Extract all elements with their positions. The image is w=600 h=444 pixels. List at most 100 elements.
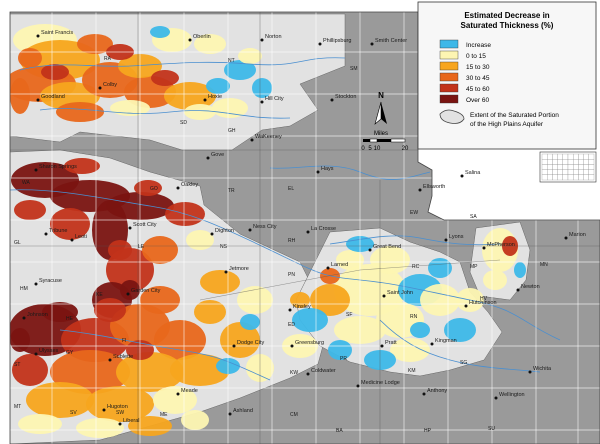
county-code: TR xyxy=(228,188,235,194)
city-dot xyxy=(22,316,26,320)
thickness-patch xyxy=(240,314,260,330)
city-dot xyxy=(380,344,384,348)
thickness-patch xyxy=(220,322,260,358)
county-code: KM xyxy=(408,368,416,374)
city-dot xyxy=(260,38,264,42)
scale-tick-label: 0 xyxy=(361,146,365,152)
thickness-patch xyxy=(428,258,452,278)
city-dot xyxy=(203,98,207,102)
city-label: Meade xyxy=(181,388,198,394)
city-dot xyxy=(288,308,292,312)
city-label: Saint Francis xyxy=(41,30,73,36)
thickness-patch xyxy=(142,236,178,264)
north-label: N xyxy=(378,91,384,100)
thickness-patch xyxy=(12,354,48,386)
city-dot xyxy=(224,270,228,274)
city-label: Syracuse xyxy=(39,278,62,284)
legend-swatch xyxy=(439,72,459,82)
city-dot xyxy=(128,226,132,230)
city-dot xyxy=(118,422,122,426)
city-dot xyxy=(356,384,360,388)
city-label: Ashland xyxy=(233,408,253,414)
city-label: Stockton xyxy=(335,94,356,100)
thickness-patch xyxy=(154,320,206,360)
city-label: La Crosse xyxy=(311,226,336,232)
city-label: Norton xyxy=(265,34,282,40)
city-label: Kinsley xyxy=(293,304,311,310)
city-label: Johnson xyxy=(27,312,48,318)
city-dot xyxy=(210,232,214,236)
thickness-patch xyxy=(151,70,179,86)
county-code: MP xyxy=(470,264,478,270)
thickness-patch xyxy=(77,34,113,54)
city-label: Tribune xyxy=(49,228,67,234)
thickness-patch xyxy=(186,230,214,250)
legend-extent-swatch xyxy=(439,109,465,124)
county-code: HM xyxy=(20,286,28,292)
thickness-patch xyxy=(200,270,240,294)
county-code: RA xyxy=(104,56,112,62)
thickness-patch xyxy=(64,158,100,174)
city-label: Sharon Springs xyxy=(39,164,77,170)
city-dot xyxy=(528,370,532,374)
county-code: SU xyxy=(488,426,495,432)
thickness-patch xyxy=(14,200,46,220)
city-dot xyxy=(306,372,310,376)
county-code: NS xyxy=(220,244,228,250)
city-dot xyxy=(326,266,330,270)
thickness-patch xyxy=(328,340,352,360)
city-dot xyxy=(382,294,386,298)
county-code: SW xyxy=(116,410,124,416)
legend-label: 30 to 45 xyxy=(466,75,490,82)
scale-tick-labels: 0 5 10 20 xyxy=(361,146,409,152)
cities: Saint Francis Oberlin Norton Phillipsburg Sm… xyxy=(22,30,586,426)
city-dot xyxy=(460,174,464,178)
thickness-patch xyxy=(483,270,507,290)
county-code: KE xyxy=(96,292,103,298)
city-label: Larned xyxy=(331,262,348,268)
thickness-patch xyxy=(42,302,78,322)
city-label: Hays xyxy=(321,166,334,172)
county-code: RN xyxy=(410,314,418,320)
city-dot xyxy=(464,304,468,308)
city-label: Kingman xyxy=(435,338,457,344)
county-code: MN xyxy=(540,262,548,268)
thickness-patch xyxy=(194,34,226,54)
county-code: RC xyxy=(412,264,420,270)
county-code: ME xyxy=(160,412,168,418)
city-dot xyxy=(430,342,434,346)
city-dot xyxy=(176,392,180,396)
city-label: Gove xyxy=(211,152,224,158)
river xyxy=(19,57,346,71)
city-label: Leoti xyxy=(75,234,87,240)
legend: Estimated Decrease in Saturated Thicknes… xyxy=(417,1,597,150)
scale-tick-label: 5 xyxy=(368,146,372,152)
city-label: Saint John xyxy=(387,290,413,296)
city-label: Ness City xyxy=(253,224,277,230)
city-dot xyxy=(564,236,568,240)
county-code: GH xyxy=(228,128,236,134)
city-dot xyxy=(306,230,310,234)
city-label: Lyons xyxy=(449,234,464,240)
inset-county-grid xyxy=(541,153,595,181)
county-code: HE xyxy=(66,316,74,322)
city-dot xyxy=(316,170,320,174)
county-code: SF xyxy=(346,312,352,318)
thickness-patch xyxy=(224,60,256,80)
thickness-patch xyxy=(150,26,170,38)
legend-label: 0 to 15 xyxy=(466,53,486,60)
city-dot xyxy=(34,168,38,172)
legend-title-line1: Estimated Decrease in xyxy=(464,11,549,20)
legend-extent-line1: Extent of the Saturated Portion xyxy=(470,112,559,119)
thickness-patch xyxy=(212,98,248,118)
city-label: Hoxie xyxy=(208,94,222,100)
county-code: SV xyxy=(70,410,77,416)
city-dot xyxy=(494,396,498,400)
city-label: Newton xyxy=(521,284,540,290)
city-label: Hugoton xyxy=(107,404,128,410)
thickness-patch xyxy=(181,410,209,430)
thickness-patch xyxy=(10,328,30,352)
highway xyxy=(199,259,501,301)
thickness-patch xyxy=(120,280,140,300)
